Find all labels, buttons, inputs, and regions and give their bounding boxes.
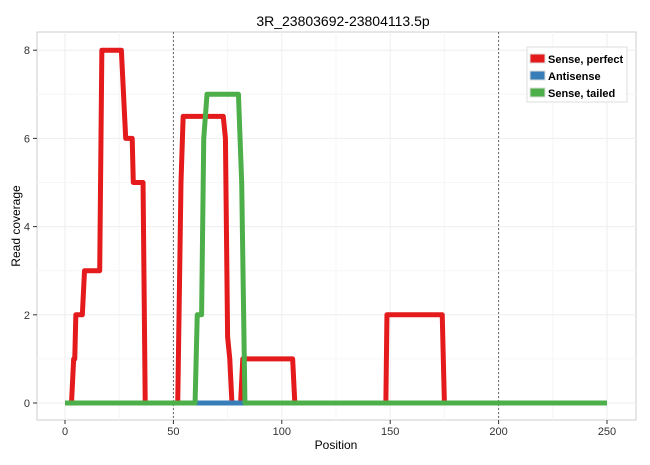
x-tick-label: 200 (489, 426, 507, 438)
series-line-sense-perfect (65, 47, 607, 406)
legend-swatch (529, 53, 546, 64)
y-axis: 0 2 4 6 8 (24, 45, 37, 410)
legend-swatch (529, 87, 546, 98)
y-tick-label: 8 (24, 45, 30, 57)
x-tick-label: 100 (273, 426, 291, 438)
x-tick-label: 250 (598, 426, 616, 438)
legend-label: Sense, perfect (548, 54, 624, 66)
chart-title: 3R_23803692-23804113.5p (256, 13, 430, 29)
y-tick-label: 0 (24, 398, 30, 410)
x-axis: 0 50 100 150 200 250 (62, 420, 616, 438)
series-lines (65, 47, 607, 406)
y-tick-label: 4 (24, 222, 30, 234)
x-tick-label: 0 (62, 426, 68, 438)
legend-label: Antisense (548, 71, 601, 83)
legend: Sense, perfect Antisense Sense, tailed (526, 46, 628, 103)
x-axis-label: Position (315, 438, 358, 452)
legend-label: Sense, tailed (548, 88, 615, 100)
x-tick-label: 150 (381, 426, 399, 438)
y-tick-label: 2 (24, 310, 30, 322)
y-axis-label: Read coverage (9, 185, 23, 267)
reference-lines (172, 32, 500, 420)
series-line-sense-tailed (65, 91, 607, 406)
legend-swatch (529, 70, 546, 81)
x-tick-label: 50 (167, 426, 179, 438)
y-tick-label: 6 (24, 133, 30, 145)
